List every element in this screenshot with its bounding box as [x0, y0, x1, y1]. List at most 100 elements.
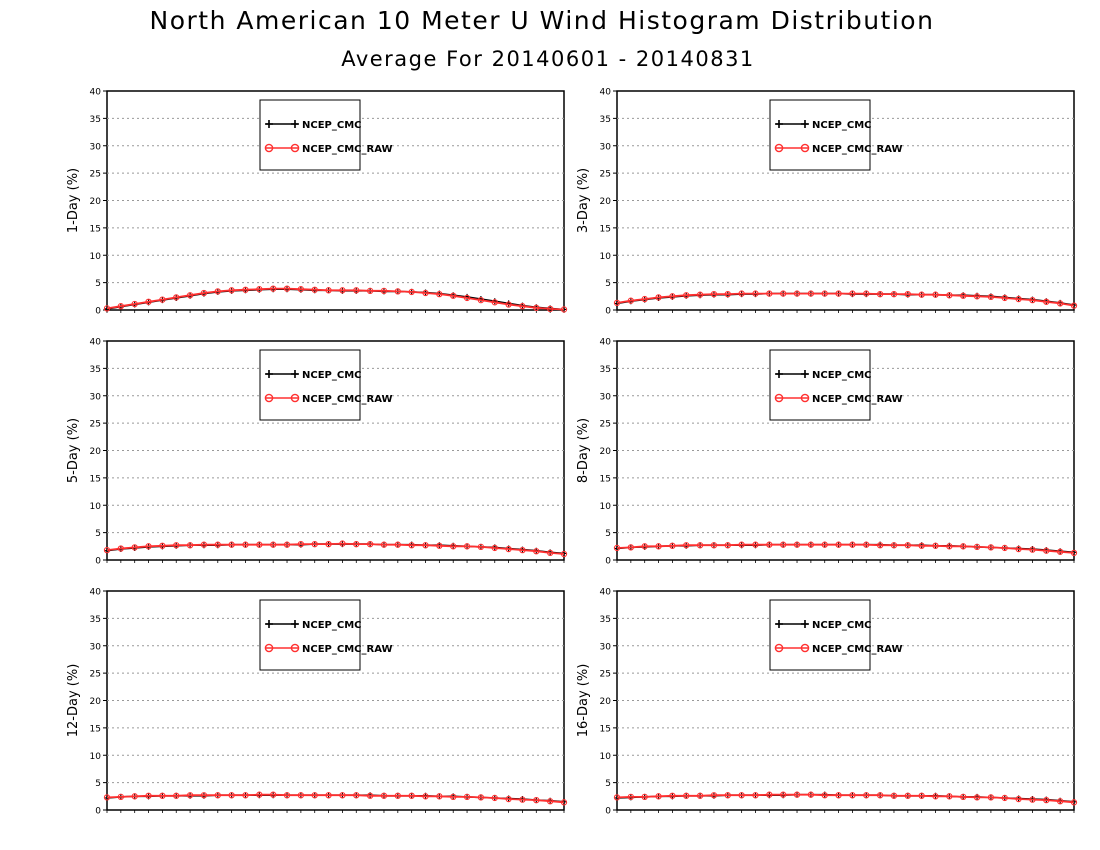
y-tick-label: 15	[600, 474, 611, 484]
circle-marker	[669, 542, 676, 549]
chart-subtitle: Average For 20140601 - 20140831	[341, 47, 755, 71]
y-axis-label: 1-Day (%)	[66, 168, 81, 233]
circle-marker	[1043, 298, 1050, 305]
circle-marker	[491, 299, 498, 306]
legend: NCEP_CMC NCEP_CMC_RAW	[259, 99, 393, 171]
circle-marker	[793, 791, 801, 798]
circle-marker	[311, 792, 318, 799]
circle-marker	[380, 792, 388, 799]
circle-marker	[932, 291, 939, 298]
legend-plus-marker	[801, 370, 809, 378]
circle-marker	[366, 792, 374, 799]
series-line	[616, 292, 1075, 307]
y-tick-label: 10	[90, 252, 102, 262]
circle-marker	[173, 792, 180, 799]
circle-marker	[696, 542, 704, 549]
y-tick-label: 30	[90, 142, 102, 152]
circle-marker	[450, 543, 457, 550]
legend-label: NCEP_CMC	[812, 120, 872, 131]
y-tick-label: 0	[605, 807, 611, 817]
series-circle	[613, 290, 1078, 309]
circle-marker	[973, 543, 981, 551]
circle-marker	[560, 306, 568, 313]
y-tick-label: 40	[90, 588, 102, 598]
circle-marker	[297, 286, 305, 293]
circle-marker	[738, 290, 745, 297]
y-tick-label: 0	[605, 307, 611, 317]
circle-marker	[710, 792, 718, 799]
circle-marker	[394, 288, 401, 295]
y-tick-label: 0	[605, 557, 611, 567]
circle-marker	[835, 541, 842, 548]
legend-circle-marker	[774, 143, 784, 153]
legend-plus-marker	[291, 620, 299, 628]
circle-marker	[807, 290, 815, 297]
series-line	[616, 543, 1075, 554]
circle-marker	[436, 542, 443, 549]
circle-marker	[519, 303, 526, 310]
circle-marker	[1070, 549, 1078, 557]
legend: NCEP_CMC NCEP_CMC_RAW	[769, 99, 903, 171]
circle-marker	[380, 287, 388, 294]
legend: NCEP_CMC NCEP_CMC_RAW	[259, 349, 393, 421]
circle-marker	[533, 796, 540, 804]
circle-marker	[641, 543, 648, 550]
circle-marker	[904, 542, 911, 549]
circle-marker	[780, 290, 787, 297]
y-tick-label: 30	[600, 392, 612, 402]
circle-marker	[613, 299, 621, 307]
circle-marker	[960, 543, 967, 550]
circle-marker	[1015, 545, 1022, 553]
circle-marker	[131, 544, 138, 551]
circle-marker	[1015, 795, 1022, 803]
circle-marker	[560, 550, 568, 558]
y-axis-label: 16-Day (%)	[576, 664, 591, 738]
legend-circle-marker	[290, 643, 300, 653]
circle-marker	[1015, 295, 1022, 303]
circle-marker	[1001, 294, 1008, 302]
circle-marker	[641, 295, 648, 303]
series-circle	[103, 791, 568, 806]
circle-marker	[904, 290, 911, 298]
circle-marker	[117, 793, 124, 801]
y-tick-label: 5	[605, 279, 611, 289]
y-tick-label: 25	[90, 670, 101, 680]
circle-marker	[863, 541, 870, 548]
circle-marker	[491, 794, 498, 802]
circle-marker	[669, 293, 676, 300]
circle-marker	[946, 793, 953, 800]
circle-marker	[973, 293, 981, 300]
circle-marker	[710, 542, 718, 549]
y-tick-label: 40	[600, 88, 612, 98]
circle-marker	[339, 540, 346, 547]
legend: NCEP_CMC NCEP_CMC_RAW	[769, 599, 903, 671]
circle-marker	[793, 541, 801, 548]
circle-marker	[173, 294, 180, 301]
circle-marker	[863, 290, 870, 297]
circle-marker	[849, 290, 856, 297]
circle-marker	[1001, 794, 1008, 802]
y-tick-label: 0	[95, 557, 101, 567]
circle-marker	[436, 793, 443, 800]
circle-marker	[505, 545, 512, 553]
circle-marker	[876, 290, 884, 298]
circle-marker	[353, 792, 360, 799]
y-tick-label: 15	[600, 724, 611, 734]
legend-circle-marker	[800, 393, 810, 403]
circle-marker	[463, 543, 471, 550]
circle-marker	[228, 541, 235, 548]
y-tick-label: 20	[600, 697, 612, 707]
legend-circle-marker	[774, 643, 784, 653]
circle-marker	[380, 541, 388, 548]
circle-marker	[835, 792, 842, 799]
y-tick-label: 5	[95, 779, 101, 789]
legend-box	[259, 599, 361, 671]
circle-marker	[353, 287, 360, 294]
circle-marker	[366, 540, 374, 548]
y-tick-label: 35	[90, 365, 101, 375]
y-tick-label: 35	[600, 115, 611, 125]
y-tick-label: 5	[95, 529, 101, 539]
circle-marker	[270, 285, 277, 292]
